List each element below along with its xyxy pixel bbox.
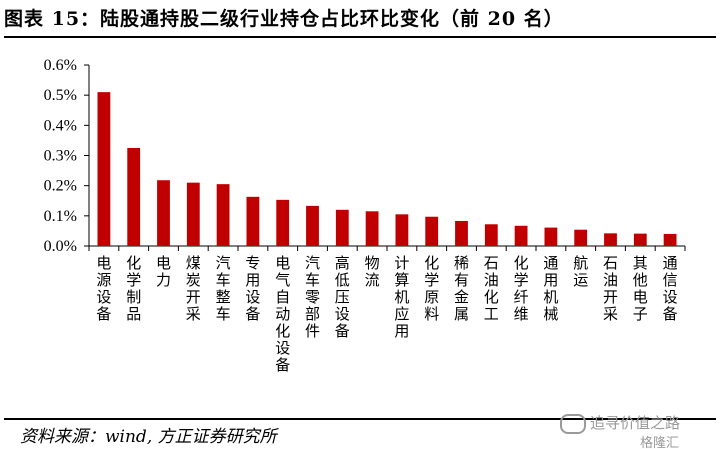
bar — [455, 220, 468, 246]
x-tick-label: 汽车整车 — [216, 254, 231, 323]
x-tick-label: 通用机械 — [543, 254, 558, 323]
chart-axes: 0.0% 0.1% 0.2% 0.3% 0.4% 0.5% 0.6% — [44, 57, 686, 255]
bar — [574, 229, 588, 246]
bar — [544, 227, 558, 246]
y-tick-label: 0.1% — [44, 208, 77, 225]
bar — [127, 147, 141, 246]
bar — [663, 233, 677, 246]
bar — [604, 233, 617, 246]
x-tick-label: 化学纤维 — [514, 254, 529, 323]
title-divider — [4, 36, 716, 38]
watermark-text: 追寻价值之路 — [590, 414, 681, 432]
y-tick-label: 0.3% — [44, 148, 77, 165]
footer-divider — [4, 418, 716, 420]
y-tick-label: 0.6% — [44, 57, 77, 74]
bar — [276, 199, 290, 246]
x-tick-label: 稀有金属 — [454, 254, 469, 323]
chart-title: 图表 15：陆股通持股二级行业持仓占比环比变化（前 20 名） — [4, 8, 564, 30]
x-tick-label: 专用设备 — [245, 254, 260, 323]
x-tick-label: 通信设备 — [663, 254, 678, 323]
y-tick-label: 0.5% — [44, 87, 77, 104]
x-tick-label: 电气自动化设备 — [275, 254, 290, 374]
x-tick-label: 化学原料 — [424, 254, 439, 323]
x-tick-label: 电源设备 — [96, 254, 111, 323]
x-tick-label: 煤炭开采 — [186, 254, 201, 323]
source-note: 资料来源：wind, 方正证券研究所 — [20, 427, 277, 447]
y-tick-label: 0.0% — [44, 238, 77, 255]
y-tick-label: 0.4% — [44, 117, 77, 134]
x-tick-label: 石油化工 — [484, 254, 499, 323]
x-tick-label: 化学制品 — [126, 254, 141, 323]
category-labels: 电源设备化学制品电力煤炭开采汽车整车专用设备电气自动化设备汽车零部件高低压设备物… — [96, 254, 677, 374]
x-tick-label: 高低压设备 — [335, 254, 350, 340]
wechat-icon — [560, 413, 586, 434]
bar — [97, 92, 111, 247]
x-tick-label: 电力 — [156, 254, 171, 289]
y-tick-label: 0.2% — [44, 178, 77, 195]
bar — [425, 216, 439, 246]
bar — [633, 233, 647, 246]
bar — [514, 225, 528, 246]
x-tick-label: 计算机应用 — [394, 254, 409, 340]
x-tick-label: 汽车零部件 — [305, 254, 320, 340]
x-tick-label: 航运 — [573, 254, 588, 289]
bar — [484, 224, 498, 246]
bar — [186, 182, 200, 246]
bar — [246, 196, 260, 246]
watermark: 追寻价值之路 — [560, 412, 680, 434]
bar — [157, 180, 170, 246]
chart-bars — [97, 92, 677, 247]
bar — [395, 214, 409, 246]
bar — [365, 211, 379, 246]
bar — [306, 205, 319, 246]
bar — [335, 209, 349, 246]
x-tick-label: 其他电子 — [633, 254, 648, 323]
x-tick-label: 石油开采 — [603, 254, 618, 323]
brand-watermark: 格隆汇 — [640, 436, 680, 451]
x-tick-label: 物流 — [365, 254, 380, 289]
bar — [216, 184, 230, 246]
bar-chart: 0.0% 0.1% 0.2% 0.3% 0.4% 0.5% 0.6% 电源设备化学制品电力煤… — [44, 57, 686, 374]
